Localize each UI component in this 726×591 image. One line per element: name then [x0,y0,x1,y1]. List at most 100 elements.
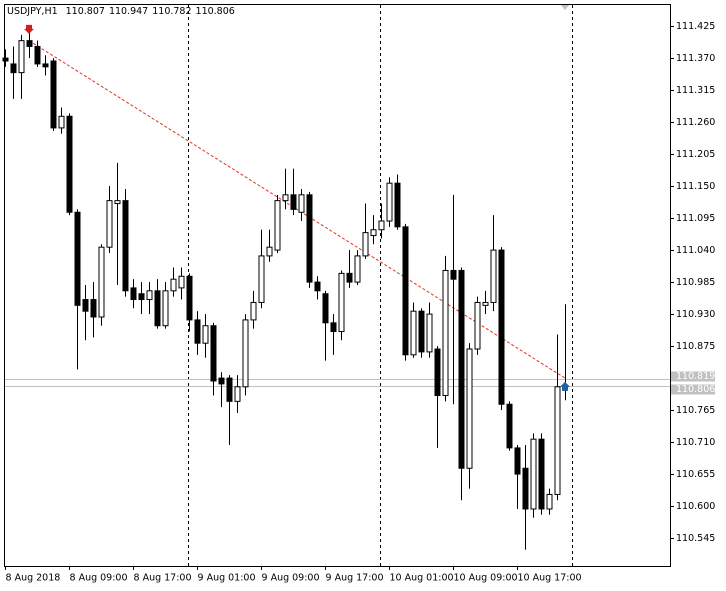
symbol: USDJPY,H1 [7,6,58,17]
candle-body [322,293,329,324]
candle-body [242,319,249,388]
candle-body [482,301,489,306]
y-tick-label: 110.655 [676,469,715,480]
y-tick-label: 111.260 [676,117,715,128]
candle-body [362,232,369,257]
candle-body [34,45,41,65]
candle-body [154,290,161,327]
candle-body [530,438,537,510]
candle-body [354,255,361,283]
y-tick-label: 111.315 [676,85,715,96]
candle-body [146,290,153,301]
candle-body [346,272,353,283]
header-open: 110.807 [66,6,105,17]
y-tick-label: 110.875 [676,341,715,352]
plot-frame [4,4,671,567]
trade-arrow [24,24,34,34]
candle-body [226,377,233,402]
candle-body [370,229,377,237]
candle-body [274,200,281,251]
candle-body [90,299,97,318]
candle-body [378,220,385,231]
candle-body [210,325,217,382]
candle-body [74,211,81,306]
candle-body [306,194,313,283]
candle-body [10,63,17,74]
candle-body [554,386,561,495]
candle-body [250,301,257,321]
header-low: 110.782 [152,6,191,17]
x-tick-label: 10 Aug 17:00 [518,573,582,584]
x-tick-label: 8 Aug 2018 [6,573,61,584]
candle-body [314,281,321,292]
candle-body [498,249,505,405]
x-tick-label: 8 Aug 09:00 [70,573,128,584]
y-tick-label: 110.710 [676,437,715,448]
candle-body [450,269,457,280]
candle-body [338,272,345,333]
candle-body [434,348,441,397]
candle-body [514,447,521,475]
candle-body [410,310,417,356]
candle-body [66,115,73,213]
candle-body [50,60,57,129]
candle-body [138,293,145,301]
header-close: 110.806 [196,6,235,17]
candle-body [162,290,169,327]
x-tick-label: 10 Aug 01:00 [390,573,454,584]
candle-body [122,200,129,292]
candle-body [58,115,65,129]
candle-body [170,278,177,292]
y-tick-label: 110.545 [676,533,715,544]
candle-body [490,249,497,303]
y-tick-label: 110.985 [676,277,715,288]
y-tick-label: 111.150 [676,181,715,192]
candle-body [26,40,33,47]
candle-body [2,57,9,62]
candle-body [394,182,401,228]
candle-body [402,226,409,356]
price-label: 110.819 [676,371,715,382]
price-label-box [671,384,715,395]
candle-body [282,194,289,202]
x-tick-label: 8 Aug 17:00 [134,573,192,584]
candle-body [386,182,393,222]
candle-body [538,438,545,510]
candle-body [194,319,201,344]
candle-body [130,287,137,301]
candle-body [442,269,449,397]
candle-body [474,301,481,350]
candle-body [466,348,473,469]
candle-body [290,194,297,210]
candle-body [42,63,49,68]
candle-body [426,313,433,353]
y-tick-label: 110.600 [676,501,715,512]
candle-body [258,255,265,303]
candle-body [114,200,121,205]
candle-body [458,269,465,469]
candle-body [82,299,89,312]
y-tick-label: 110.930 [676,309,715,320]
y-tick-label: 110.765 [676,405,715,416]
candle-body [298,194,305,213]
candle-body [234,386,241,402]
price-label: 110.806 [676,384,715,395]
header-high: 110.947 [109,6,148,17]
price-label-box [671,371,715,382]
candle-body [18,40,25,74]
x-tick-label: 9 Aug 09:00 [262,573,320,584]
candle-body [266,246,273,257]
y-tick-label: 111.095 [676,213,715,224]
candle-body [202,325,209,344]
candle-body [98,246,105,318]
candle-body [186,275,193,321]
y-tick-label: 111.370 [676,53,715,64]
chart-header: USDJPY,H1 110.807 110.947 110.782 110.806 [7,6,235,17]
x-tick-label: 9 Aug 01:00 [198,573,256,584]
x-tick-label: 10 Aug 09:00 [454,573,518,584]
y-tick-label: 111.205 [676,149,715,160]
y-tick-label: 111.425 [676,21,715,32]
shift-marker [561,5,569,10]
